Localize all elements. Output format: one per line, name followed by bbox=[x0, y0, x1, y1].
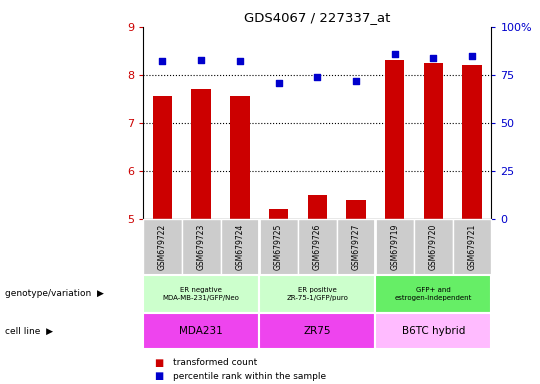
Bar bbox=[259, 313, 375, 349]
Bar bbox=[220, 219, 259, 275]
Point bbox=[274, 79, 283, 86]
Title: GDS4067 / 227337_at: GDS4067 / 227337_at bbox=[244, 11, 390, 24]
Bar bbox=[424, 63, 443, 219]
Bar bbox=[259, 275, 375, 313]
Bar bbox=[192, 89, 211, 219]
Bar bbox=[375, 275, 491, 313]
Text: cell line  ▶: cell line ▶ bbox=[5, 327, 53, 336]
Text: ER negative
MDA-MB-231/GFP/Neo: ER negative MDA-MB-231/GFP/Neo bbox=[163, 287, 240, 301]
Bar bbox=[143, 219, 182, 275]
Bar bbox=[259, 219, 298, 275]
Text: GSM679725: GSM679725 bbox=[274, 223, 283, 270]
Point bbox=[390, 51, 399, 57]
Bar bbox=[346, 200, 366, 219]
Bar bbox=[153, 96, 172, 219]
Point bbox=[235, 58, 244, 65]
Bar bbox=[375, 313, 491, 349]
Text: GSM679719: GSM679719 bbox=[390, 223, 399, 270]
Text: ZR75: ZR75 bbox=[303, 326, 331, 336]
Bar bbox=[385, 60, 404, 219]
Bar bbox=[414, 219, 453, 275]
Point bbox=[313, 74, 322, 80]
Bar bbox=[230, 96, 249, 219]
Bar bbox=[336, 219, 375, 275]
Text: GSM679726: GSM679726 bbox=[313, 223, 322, 270]
Text: GSM679722: GSM679722 bbox=[158, 223, 167, 270]
Bar bbox=[143, 275, 259, 313]
Text: percentile rank within the sample: percentile rank within the sample bbox=[173, 372, 326, 381]
Text: MDA231: MDA231 bbox=[179, 326, 223, 336]
Text: GFP+ and
estrogen-independent: GFP+ and estrogen-independent bbox=[395, 287, 472, 301]
Point bbox=[352, 78, 360, 84]
Text: GSM679720: GSM679720 bbox=[429, 223, 438, 270]
Text: ■: ■ bbox=[154, 371, 163, 381]
Text: GSM679724: GSM679724 bbox=[235, 223, 244, 270]
Bar bbox=[143, 313, 259, 349]
Point bbox=[429, 55, 438, 61]
Point bbox=[158, 58, 167, 65]
Bar bbox=[462, 65, 482, 219]
Text: GSM679723: GSM679723 bbox=[197, 223, 206, 270]
Text: B6TC hybrid: B6TC hybrid bbox=[402, 326, 465, 336]
Text: GSM679727: GSM679727 bbox=[352, 223, 361, 270]
Bar bbox=[182, 219, 220, 275]
Point bbox=[468, 53, 476, 59]
Bar bbox=[308, 195, 327, 219]
Bar bbox=[375, 219, 414, 275]
Text: GSM679721: GSM679721 bbox=[468, 223, 477, 270]
Bar bbox=[269, 209, 288, 219]
Bar bbox=[453, 219, 491, 275]
Bar bbox=[298, 219, 336, 275]
Text: ER positive
ZR-75-1/GFP/puro: ER positive ZR-75-1/GFP/puro bbox=[286, 287, 348, 301]
Text: transformed count: transformed count bbox=[173, 358, 257, 367]
Text: genotype/variation  ▶: genotype/variation ▶ bbox=[5, 289, 104, 298]
Text: ■: ■ bbox=[154, 358, 163, 368]
Point bbox=[197, 56, 205, 63]
